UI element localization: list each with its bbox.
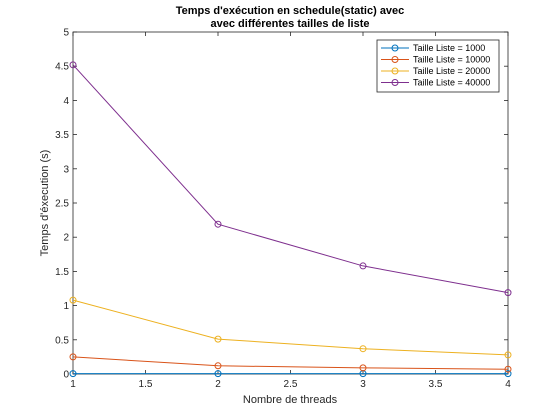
legend-label: Taille Liste = 1000 (413, 43, 485, 53)
x-tick-label: 2 (215, 379, 221, 390)
y-axis-label: Temps d'éxecution (s) (39, 150, 51, 257)
legend-label: Taille Liste = 40000 (413, 78, 490, 88)
y-tick-label: 3.5 (55, 130, 69, 141)
y-tick-label: 4.5 (55, 62, 69, 73)
y-tick-label: 2.5 (55, 199, 69, 210)
chart-title-line-2: avec différentes tailles de liste (211, 18, 370, 30)
y-tick-label: 0 (63, 370, 69, 381)
y-tick-label: 1.5 (55, 267, 69, 278)
y-tick-label: 4 (63, 96, 69, 107)
chart-title-line-1: Temps d'exécution en schedule(static) av… (176, 5, 405, 17)
y-tick-label: 1 (63, 301, 69, 312)
x-tick-label: 3 (360, 379, 366, 390)
legend-label: Taille Liste = 10000 (413, 55, 490, 65)
y-tick-label: 5 (63, 28, 69, 39)
x-tick-label: 1 (70, 379, 76, 390)
x-tick-label: 1.5 (139, 379, 153, 390)
chart-title: Temps d'exécution en schedule(static) av… (176, 5, 405, 30)
x-axis-label: Nombre de threads (243, 394, 338, 406)
y-tick-label: 3 (63, 164, 69, 175)
y-tick-label: 2 (63, 233, 69, 244)
y-tick-label: 0.5 (55, 335, 69, 346)
x-tick-label: 3.5 (429, 379, 443, 390)
x-tick-label: 4 (505, 379, 511, 390)
x-tick-label: 2.5 (284, 379, 298, 390)
legend-label: Taille Liste = 20000 (413, 66, 490, 76)
